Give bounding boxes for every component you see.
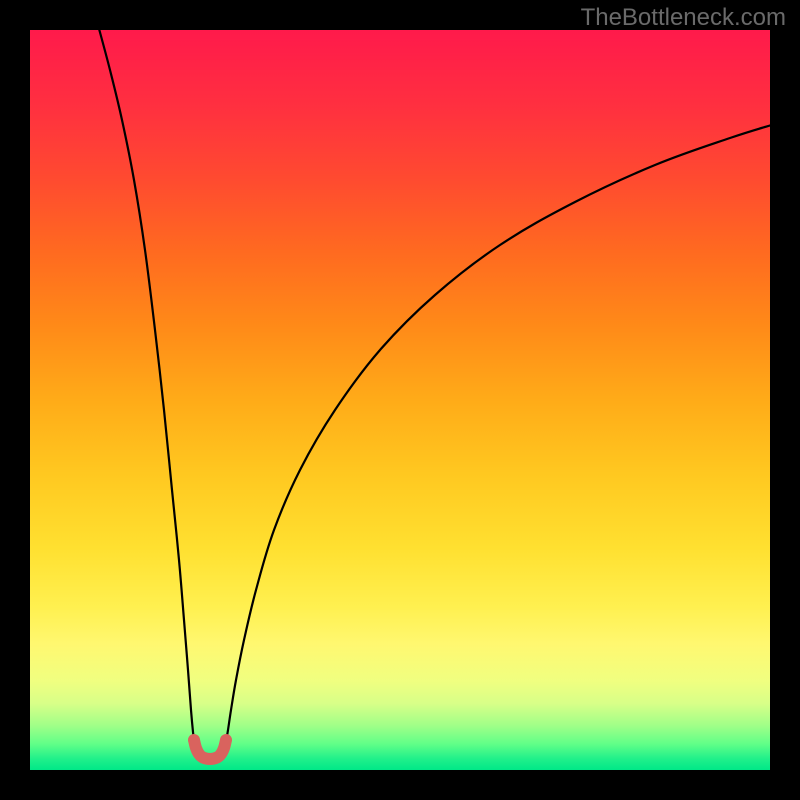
curve-left-branch <box>98 30 196 750</box>
watermark-text: TheBottleneck.com <box>581 4 786 32</box>
valley-u-segment <box>194 740 226 759</box>
plot-area <box>30 30 770 770</box>
curve-layer <box>30 30 770 770</box>
curve-right-branch <box>225 124 771 750</box>
outer-frame: TheBottleneck.com <box>0 0 800 800</box>
